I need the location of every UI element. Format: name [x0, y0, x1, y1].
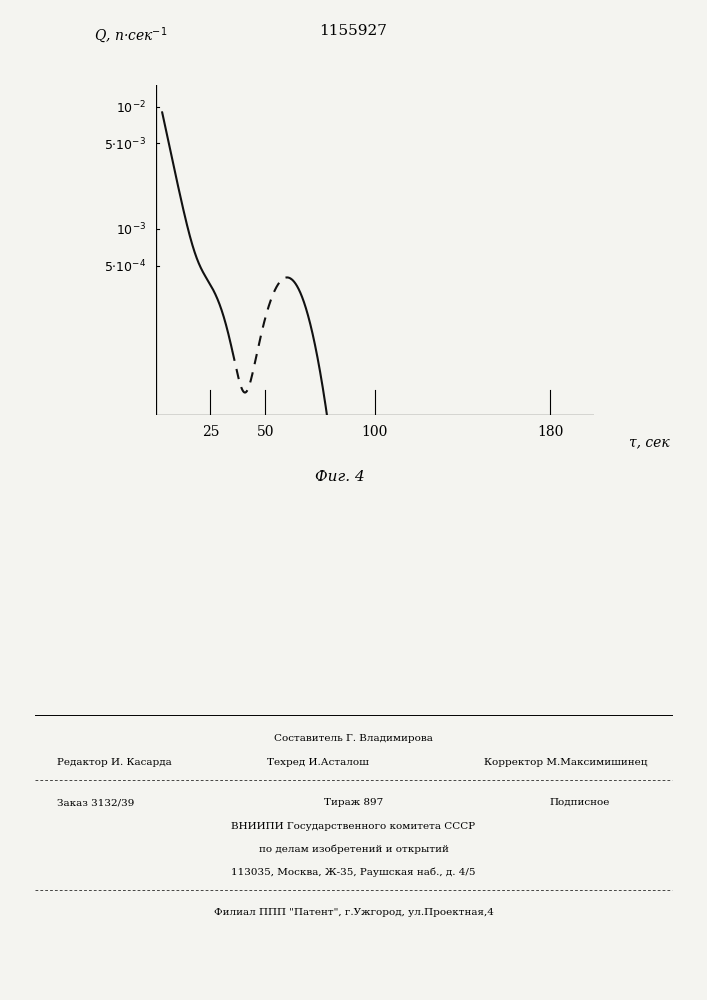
- Text: по делам изобретений и открытий: по делам изобретений и открытий: [259, 844, 448, 854]
- Text: Составитель Г. Владимирова: Составитель Г. Владимирова: [274, 734, 433, 743]
- Text: Техред И.Асталош: Техред И.Асталош: [267, 758, 369, 767]
- Text: ВНИИПИ Государственного комитета СССР: ВНИИПИ Государственного комитета СССР: [231, 822, 476, 831]
- Text: Q, п·сек$^{-1}$: Q, п·сек$^{-1}$: [94, 25, 168, 45]
- Text: Тираж 897: Тираж 897: [324, 798, 383, 807]
- Text: Филиал ППП "Патент", г.Ужгород, ул.Проектная,4: Филиал ППП "Патент", г.Ужгород, ул.Проек…: [214, 908, 493, 917]
- Text: Корректор М.Максимишинец: Корректор М.Максимишинец: [484, 758, 648, 767]
- Text: τ, сек: τ, сек: [629, 435, 670, 449]
- Text: Заказ 3132/39: Заказ 3132/39: [57, 798, 134, 807]
- Text: Фиг. 4: Фиг. 4: [315, 470, 365, 484]
- Text: 113035, Москва, Ж-35, Раушская наб., д. 4/5: 113035, Москва, Ж-35, Раушская наб., д. …: [231, 868, 476, 877]
- Text: Редактор И. Касарда: Редактор И. Касарда: [57, 758, 171, 767]
- Text: Подписное: Подписное: [549, 798, 610, 807]
- Text: 1155927: 1155927: [320, 24, 387, 38]
